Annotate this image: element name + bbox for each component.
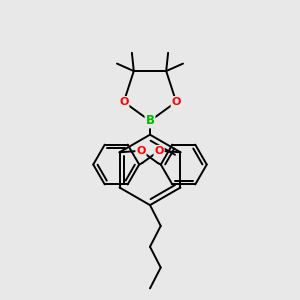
Text: O: O (172, 97, 181, 107)
Text: O: O (119, 97, 128, 107)
Text: B: B (146, 114, 154, 128)
Text: O: O (136, 146, 146, 156)
Text: O: O (154, 146, 164, 156)
